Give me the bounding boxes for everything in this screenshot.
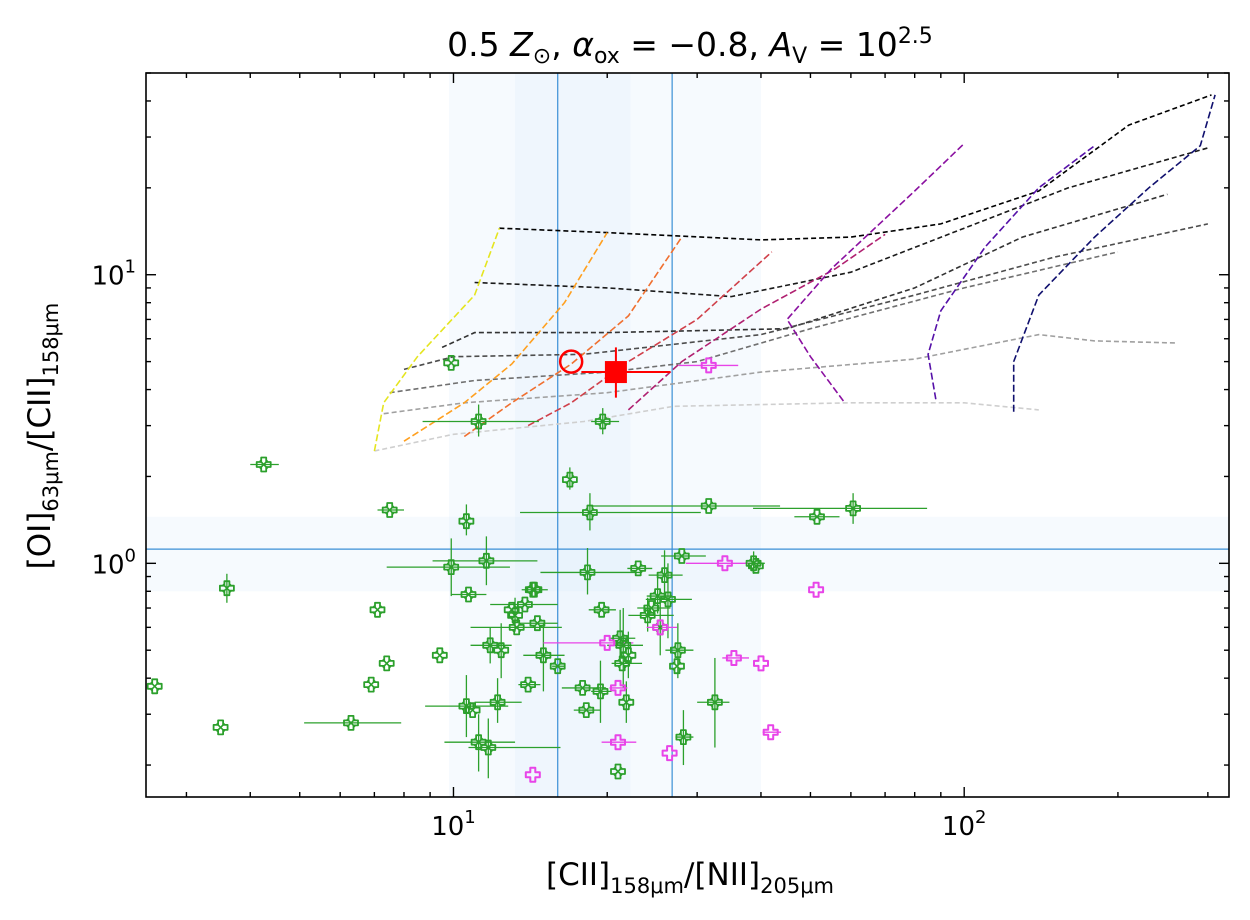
model-curve-4 xyxy=(527,251,773,427)
green-sample-point xyxy=(529,615,546,632)
green-sample-point xyxy=(618,694,635,711)
target-open-circle xyxy=(558,349,584,374)
green-sample-point xyxy=(526,581,543,598)
green-sample-point xyxy=(464,702,481,718)
target-markers xyxy=(558,347,671,398)
green-sample-point xyxy=(809,508,825,525)
model-curve-2 xyxy=(403,232,608,442)
green-sample-point xyxy=(675,729,692,745)
green-sample-point xyxy=(489,694,506,711)
green-sample-point xyxy=(630,560,647,577)
axis-tick-labels: 101 102 100 101 xyxy=(91,257,986,842)
green-sample-point xyxy=(669,658,685,675)
magenta-sample-point xyxy=(661,745,678,762)
green-sample-point xyxy=(146,678,163,695)
y-tick-label: 100 xyxy=(91,545,136,580)
green-sample-point xyxy=(443,354,460,371)
model-curve-8 xyxy=(1012,94,1216,412)
green-sample-point xyxy=(480,739,497,756)
model-curve-6 xyxy=(786,142,965,402)
reference-lines xyxy=(146,73,1229,797)
green-sample-point xyxy=(578,702,595,718)
green-sample-point xyxy=(614,655,631,672)
model-line-2 xyxy=(474,147,1209,298)
green-sample-point xyxy=(520,676,536,693)
green-sample-point xyxy=(610,763,626,780)
green-sample-point xyxy=(381,502,398,518)
green-sample-point xyxy=(363,676,380,693)
green-sample-point xyxy=(592,683,609,700)
green-sample-point xyxy=(535,647,552,664)
magenta-sample-point xyxy=(753,655,769,672)
green-sample-point xyxy=(579,564,596,581)
y-tick-label: 101 xyxy=(91,257,136,292)
green-sample-point xyxy=(643,600,660,616)
green-sample-point xyxy=(656,567,673,583)
x-tick-label: 102 xyxy=(942,807,987,842)
model-line-6 xyxy=(383,333,1177,415)
error-bars xyxy=(226,364,928,779)
green-sample-point xyxy=(212,719,229,736)
green-sample-point xyxy=(507,607,523,624)
green-sample-point xyxy=(431,647,448,664)
green-sample-point xyxy=(343,715,359,731)
green-sample-point xyxy=(582,504,598,521)
magenta-sample-point xyxy=(610,734,626,751)
magenta-sample-point xyxy=(808,581,825,598)
model-line-7 xyxy=(374,401,1039,452)
y-axis-label: [OI]63μm/[CII]158μm xyxy=(22,303,63,570)
green-sample-point xyxy=(845,500,861,517)
magenta-sample-point xyxy=(599,634,616,651)
model-grid xyxy=(373,94,1216,452)
green-sample-point xyxy=(493,642,510,659)
x-uncertainty-band-2 xyxy=(515,73,631,797)
magenta-sample-point xyxy=(700,357,717,374)
green-sample-point xyxy=(549,658,566,675)
magenta-sample-point xyxy=(762,724,779,741)
green-sample-point xyxy=(700,498,717,514)
green-sample-point xyxy=(443,559,460,575)
magenta-sample-point xyxy=(716,555,733,572)
green-sample-point xyxy=(218,580,235,597)
green-sample-point xyxy=(660,591,676,608)
chart-title: 0.5 Z⊙, αox = −0.8, AV = 102.5 xyxy=(447,24,933,69)
axis-ticks xyxy=(146,72,1229,797)
green-sample-point xyxy=(574,680,591,696)
green-sample-point xyxy=(673,548,690,564)
green-sample-point xyxy=(482,637,499,654)
magenta-sample-point xyxy=(610,679,626,696)
green-sample-point xyxy=(255,456,272,473)
green-sample-point xyxy=(517,596,533,613)
magenta-sample-point xyxy=(725,650,742,666)
green-sample-point xyxy=(378,655,395,672)
green-sample-point xyxy=(670,642,686,659)
model-curve-1 xyxy=(373,227,501,452)
green-sample-point xyxy=(508,619,525,636)
green-sample-point xyxy=(458,513,475,530)
green-sample-point xyxy=(620,647,637,664)
green-sample-point xyxy=(748,558,764,574)
green-sample-point xyxy=(593,601,610,618)
data-points xyxy=(146,354,861,783)
green-sample-point xyxy=(470,413,487,430)
green-sample-point xyxy=(639,607,656,624)
model-curve-3 xyxy=(463,236,683,438)
reference-bands xyxy=(146,73,1229,797)
plot-frame xyxy=(145,72,1230,798)
target-filled-square xyxy=(604,361,627,384)
magenta-sample-point xyxy=(524,766,541,783)
x-axis-label: [CII]158μm/[NII]205μm xyxy=(546,857,834,898)
green-sample-point xyxy=(562,471,578,488)
model-line-5 xyxy=(389,251,1119,394)
green-sample-point xyxy=(369,601,386,618)
model-curve-5 xyxy=(627,233,886,411)
model-curve-7 xyxy=(927,145,1096,400)
green-sample-point xyxy=(707,694,723,711)
green-sample-point xyxy=(594,413,611,430)
green-sample-point xyxy=(478,552,495,569)
green-sample-point xyxy=(460,586,477,603)
magenta-sample-point xyxy=(652,619,669,636)
x-tick-label: 101 xyxy=(431,807,476,842)
